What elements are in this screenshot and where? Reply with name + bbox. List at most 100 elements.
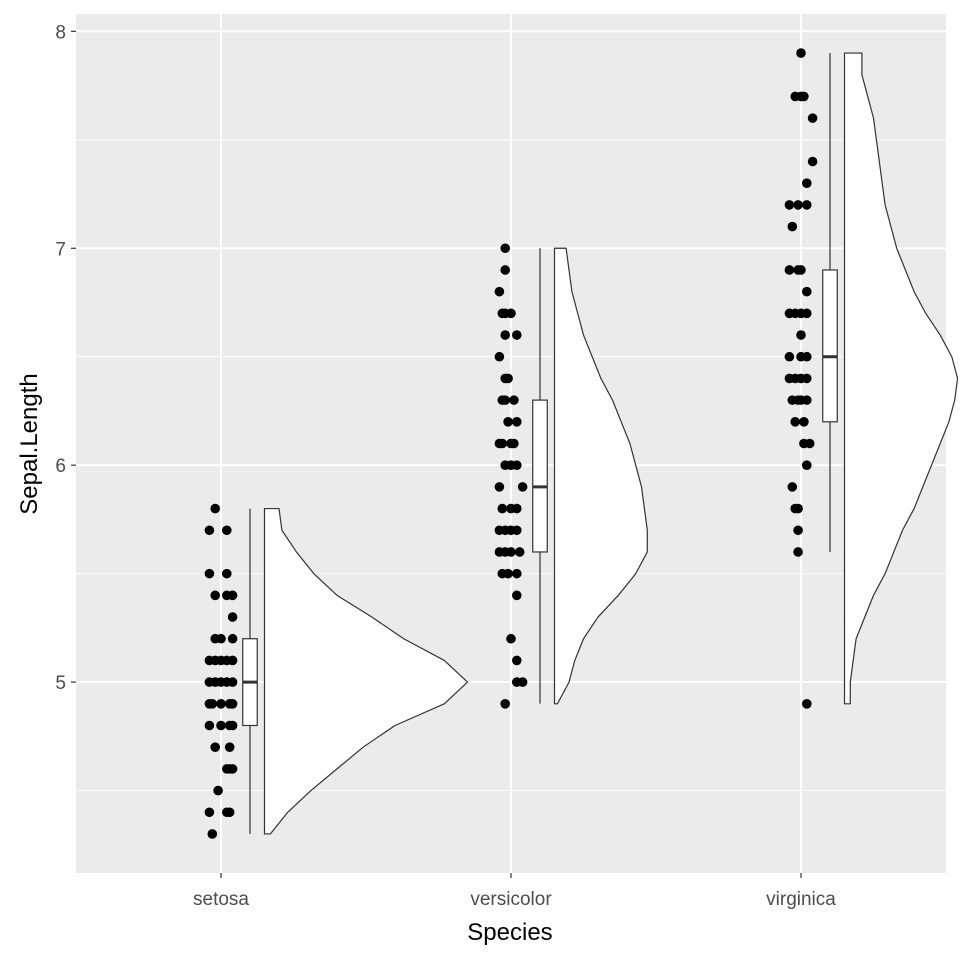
data-point (216, 699, 226, 709)
data-point (802, 699, 812, 709)
data-point (517, 482, 528, 492)
violin-density (553, 247, 648, 705)
data-point (204, 525, 215, 536)
group-versicolor (494, 243, 648, 709)
box-iqr (532, 399, 548, 553)
data-point (207, 829, 218, 839)
data-point (500, 395, 511, 405)
data-point (503, 373, 513, 384)
data-point (497, 438, 508, 449)
data-point (802, 200, 812, 210)
data-point (227, 655, 238, 666)
x-tick-label: versicolor (470, 889, 552, 910)
data-point (796, 48, 806, 58)
data-point (204, 807, 215, 818)
data-point (227, 677, 238, 687)
data-point (227, 699, 238, 709)
data-point (509, 438, 519, 449)
data-point (793, 525, 803, 536)
data-point (227, 633, 238, 644)
data-point (802, 308, 812, 319)
y-tick-label: 5 (55, 673, 66, 694)
data-point (512, 525, 522, 536)
data-point (506, 547, 516, 557)
data-point (227, 720, 238, 731)
data-point (512, 503, 522, 514)
data-point (787, 482, 798, 492)
data-point (807, 113, 818, 123)
data-point (799, 91, 809, 102)
box-iqr (822, 269, 838, 423)
x-axis-ticks: setosa versicolor virginica (193, 873, 836, 910)
data-point (497, 503, 508, 514)
data-point (204, 720, 215, 731)
data-point (503, 417, 513, 427)
data-point (807, 156, 818, 167)
data-point (784, 200, 795, 210)
data-point (512, 417, 522, 427)
data-point (506, 633, 516, 644)
x-tick-label: setosa (193, 889, 249, 910)
x-axis-title: Species (467, 919, 552, 946)
data-point (222, 568, 232, 579)
data-point (210, 742, 220, 752)
data-point (506, 308, 516, 319)
data-point (799, 417, 809, 427)
y-tick-label: 6 (55, 456, 66, 477)
data-point (512, 460, 522, 470)
violin-density (843, 52, 959, 705)
data-point (787, 221, 798, 232)
data-point (224, 807, 235, 818)
y-tick-label: 7 (55, 239, 66, 260)
data-point (802, 178, 812, 188)
data-point (802, 286, 812, 297)
data-point (784, 351, 795, 362)
data-point (503, 568, 513, 579)
data-point (213, 785, 223, 796)
violin-density (263, 507, 469, 835)
data-point (204, 568, 215, 579)
data-point (512, 330, 522, 340)
y-axis-ticks: 5 6 7 8 (55, 22, 76, 694)
data-point (494, 286, 505, 297)
data-point (207, 699, 218, 709)
data-point (494, 351, 505, 362)
data-point (512, 655, 522, 666)
data-point (210, 590, 220, 601)
data-point (494, 482, 505, 492)
data-point (509, 395, 519, 405)
data-point (784, 265, 795, 275)
data-point (802, 373, 812, 384)
data-point (790, 417, 800, 427)
data-point (802, 460, 812, 470)
data-point (224, 742, 235, 752)
data-point (514, 547, 525, 557)
data-point (802, 395, 812, 405)
y-axis-title: Sepal.Length (16, 373, 43, 514)
data-point (500, 699, 511, 709)
group-setosa (204, 503, 469, 839)
group-virginica (784, 48, 959, 709)
data-point (500, 330, 511, 340)
data-point (227, 764, 238, 774)
data-point (500, 265, 511, 275)
data-point (517, 677, 528, 687)
data-point (793, 547, 803, 557)
data-point (222, 525, 232, 536)
data-point (793, 503, 803, 514)
x-tick-label: virginica (766, 889, 836, 910)
species-groups (204, 48, 959, 839)
data-point (796, 330, 806, 340)
data-point (216, 633, 226, 644)
data-point (804, 438, 815, 449)
data-point (512, 568, 522, 579)
data-point (216, 720, 226, 731)
data-point (512, 590, 522, 601)
data-point (210, 503, 220, 514)
data-point (227, 612, 238, 622)
y-tick-label: 8 (55, 22, 66, 43)
data-point (793, 200, 803, 210)
data-point (802, 351, 812, 362)
data-point (500, 243, 511, 254)
